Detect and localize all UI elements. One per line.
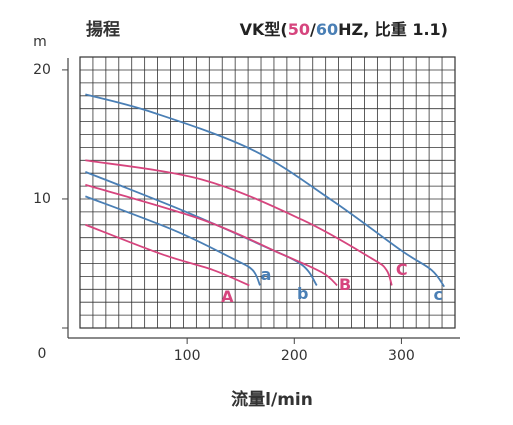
chart-title: VK型(50/60HZ, 比重 1.1) xyxy=(240,20,448,39)
curve-label: c xyxy=(434,285,443,304)
x-tick-label: 100 xyxy=(174,348,201,364)
title-part: HZ, 比重 1.1) xyxy=(338,20,448,39)
x-tick-label: 200 xyxy=(281,348,308,364)
title-part: 50 xyxy=(288,20,310,39)
title-part: / xyxy=(310,20,316,39)
curve xyxy=(85,223,250,287)
y-tick-label: 0 xyxy=(38,346,47,362)
header: 揚程 xyxy=(86,20,120,40)
title-part: VK型( xyxy=(240,20,288,39)
title-part: 60 xyxy=(316,20,338,39)
curve-label: B xyxy=(339,275,351,294)
x-axis-label: 流量l/min xyxy=(231,389,313,410)
curve xyxy=(85,159,393,286)
y-tick-label: 20 xyxy=(33,62,51,78)
curve xyxy=(85,195,261,286)
curve-label: C xyxy=(396,260,408,279)
y-tick-label: 10 xyxy=(33,191,51,207)
curve xyxy=(85,183,338,287)
plot-frame xyxy=(79,56,456,329)
curve-label: b xyxy=(297,284,308,303)
curve-label: A xyxy=(221,287,234,306)
curve-label: a xyxy=(261,265,272,284)
grid xyxy=(79,56,456,329)
x-tick-label: 300 xyxy=(388,348,415,364)
curve xyxy=(85,93,446,288)
y-axis-label: m xyxy=(33,34,47,50)
